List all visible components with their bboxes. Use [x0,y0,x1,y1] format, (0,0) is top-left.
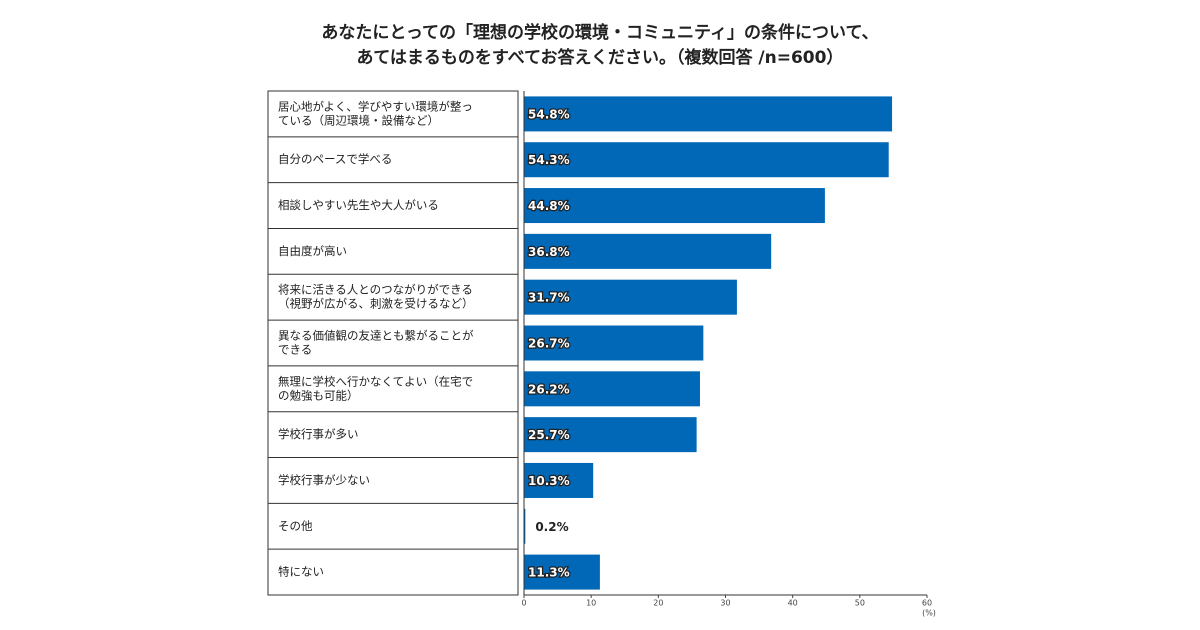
category-label: 居心地がよく、学びやすい環境が整っ [278,99,473,113]
value-label: 0.2% [535,520,568,534]
bar [524,96,893,132]
x-tick-label: 40 [788,599,798,608]
bar [524,371,700,407]
x-tick-label: 60 [922,599,932,608]
bar [524,325,704,361]
bar [524,142,889,178]
category-label: 無理に学校へ行かなくてよい（在宅で [278,374,473,388]
bar [524,417,697,453]
category-label: 特にない [278,565,324,579]
value-label: 25.7% [528,428,570,442]
category-label: 相談しやすい先生や大人がいる [278,198,439,212]
value-label: 36.8% [528,245,570,259]
bar [524,188,825,224]
bar [524,279,737,315]
category-label: 自分のペースで学べる [278,152,392,166]
value-label: 54.8% [528,107,570,121]
x-tick-label: 50 [855,599,865,608]
value-label: 54.3% [528,153,570,167]
x-tick-label: 20 [653,599,663,608]
x-tick-label: 30 [720,599,730,608]
category-label: 学校行事が少ない [278,473,370,487]
value-label: 44.8% [528,199,570,213]
bar [524,462,594,498]
category-label: 自由度が高い [278,244,347,258]
category-label: 異なる価値観の友達とも繋がることが [278,329,474,343]
category-label: できる [278,343,312,357]
category-label: 学校行事が多い [278,427,359,441]
bar [524,554,600,590]
chart-title: あてはまるものをすべてお答えください。（複数回答 /n=600） [357,47,844,68]
bar [524,233,772,269]
category-label: その他 [278,519,313,533]
value-label: 11.3% [528,566,570,580]
value-label: 10.3% [528,474,570,488]
chart-title: あなたにとっての「理想の学校の環境・コミュニティ」の条件について、 [321,22,878,43]
category-label: （視野が広がる、刺激を受けるなど） [278,297,474,311]
value-label: 31.7% [528,291,570,305]
value-label: 26.7% [528,337,570,351]
category-label: の勉強も可能） [278,388,359,402]
x-tick-label: 10 [586,599,596,608]
bar [524,508,526,544]
label-box [267,90,519,596]
category-label: 将来に活きる人とのつながりができる [278,283,473,297]
x-unit: (%) [922,609,936,618]
category-label: ている（周辺環境・設備など） [278,113,439,127]
value-label: 26.2% [528,382,570,396]
x-tick-label: 0 [521,599,526,608]
